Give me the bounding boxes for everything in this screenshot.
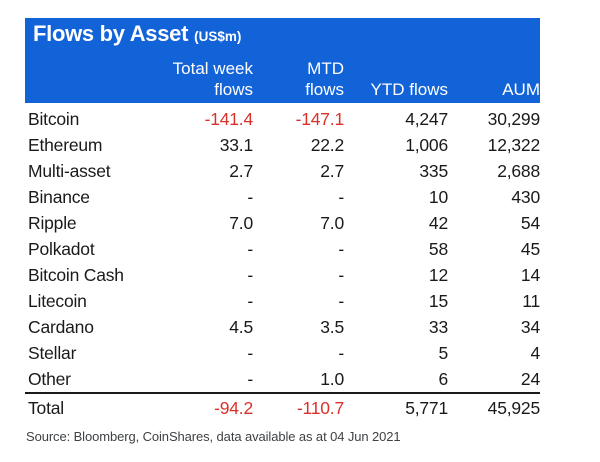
col-header-week-top: Total week [172, 59, 253, 78]
mtd-flows-cell: - [338, 238, 344, 259]
table-row-cardano: Cardano 4.5 3.5 33 34 [25, 314, 540, 340]
week-flows-cell: - [247, 290, 253, 311]
page-title: Flows by Asset [33, 21, 189, 46]
col-header-ytd-flows: YTD flows [370, 80, 448, 99]
table-row-litecoin: Litecoin - - 15 11 [25, 288, 540, 314]
ytd-flows-cell: 33 [428, 316, 448, 337]
week-flows-cell: 33.1 [219, 134, 253, 155]
week-flows-cell: - [247, 368, 253, 389]
table-row-bitcoin-cash: Bitcoin Cash - - 12 14 [25, 262, 540, 288]
week-flows-cell: 7.0 [229, 212, 253, 233]
title-unit-label: (US$m) [194, 29, 242, 44]
aum-cell: 11 [522, 290, 540, 311]
column-header-row-bottom: flows flows YTD flows AUM [25, 79, 540, 100]
aum-cell: 45,925 [487, 397, 541, 418]
aum-cell: 34 [520, 316, 540, 337]
col-header-asset-bottom [25, 79, 155, 100]
aum-cell: 14 [520, 264, 540, 285]
column-header-row-top: Total week MTD [25, 58, 540, 79]
week-flows-cell: 2.7 [229, 160, 253, 181]
aum-cell: 45 [520, 238, 540, 259]
week-flows-cell: -141.4 [204, 108, 254, 129]
aum-cell: 2,688 [497, 160, 540, 181]
asset-cell: Ethereum [28, 134, 103, 155]
ytd-flows-cell: 4,247 [405, 108, 448, 129]
source-attribution: Source: Bloomberg, CoinShares, data avai… [26, 429, 401, 444]
mtd-flows-cell: 2.7 [320, 160, 344, 181]
table-row-ripple: Ripple 7.0 7.0 42 54 [25, 210, 540, 236]
aum-cell: 430 [511, 186, 540, 207]
ytd-flows-cell: 5,771 [405, 397, 448, 418]
ytd-flows-cell: 10 [428, 186, 448, 207]
mtd-flows-cell: - [338, 290, 344, 311]
col-header-week-flows: flows [214, 80, 253, 99]
mtd-flows-cell: 3.5 [320, 316, 344, 337]
ytd-flows-cell: 42 [428, 212, 448, 233]
aum-cell: 4 [530, 342, 540, 363]
asset-cell: Bitcoin Cash [28, 264, 124, 285]
week-flows-cell: - [247, 264, 253, 285]
col-header-aum: AUM [502, 80, 540, 99]
mtd-flows-cell: 7.0 [320, 212, 344, 233]
table-row-bitcoin: Bitcoin -141.4 -147.1 4,247 30,299 [25, 106, 540, 132]
column-headers: Total week MTD flows flows YTD flows AUM [25, 58, 540, 100]
table-row-total: Total -94.2 -110.7 5,771 45,925 [25, 392, 540, 422]
asset-cell: Cardano [28, 316, 94, 337]
table-row-multi-asset: Multi-asset 2.7 2.7 335 2,688 [25, 158, 540, 184]
asset-cell: Stellar [28, 342, 77, 363]
week-flows-cell: - [247, 238, 253, 259]
col-header-mtd-flows: flows [305, 80, 344, 99]
table-header-block: Flows by Asset (US$m) Total week MTD flo… [25, 18, 540, 103]
ytd-flows-cell: 6 [438, 368, 448, 389]
week-flows-cell: - [247, 342, 253, 363]
ytd-flows-cell: 1,006 [405, 134, 448, 155]
table-row-binance: Binance - - 10 430 [25, 184, 540, 210]
aum-cell: 30,299 [487, 108, 541, 129]
asset-cell: Polkadot [28, 238, 95, 259]
week-flows-cell: - [247, 186, 253, 207]
week-flows-cell: 4.5 [229, 316, 253, 337]
week-flows-cell: -94.2 [214, 397, 253, 418]
asset-cell: Bitcoin [28, 108, 80, 129]
aum-cell: 12,322 [487, 134, 541, 155]
mtd-flows-cell: 1.0 [320, 368, 344, 389]
ytd-flows-cell: 15 [428, 290, 448, 311]
mtd-flows-cell: - [338, 264, 344, 285]
mtd-flows-cell: -110.7 [296, 397, 344, 418]
title-row: Flows by Asset (US$m) [33, 21, 241, 47]
mtd-flows-cell: - [338, 186, 344, 207]
ytd-flows-cell: 5 [438, 342, 448, 363]
ytd-flows-cell: 58 [428, 238, 448, 259]
table-row-polkadot: Polkadot - - 58 45 [25, 236, 540, 262]
asset-cell: Binance [28, 186, 90, 207]
col-header-mtd-top: MTD [307, 59, 344, 78]
col-header-asset [25, 58, 155, 79]
mtd-flows-cell: 22.2 [310, 134, 344, 155]
table-row-stellar: Stellar - - 5 4 [25, 340, 540, 366]
mtd-flows-cell: - [338, 342, 344, 363]
aum-cell: 54 [520, 212, 540, 233]
mtd-flows-cell: -147.1 [295, 108, 345, 129]
table-row-other: Other - 1.0 6 24 [25, 366, 540, 392]
asset-cell: Total [28, 397, 64, 418]
ytd-flows-cell: 12 [428, 264, 448, 285]
aum-cell: 24 [520, 368, 540, 389]
ytd-flows-cell: 335 [419, 160, 448, 181]
table-row-ethereum: Ethereum 33.1 22.2 1,006 12,322 [25, 132, 540, 158]
table-body: Bitcoin -141.4 -147.1 4,247 30,299 Ether… [25, 106, 540, 422]
asset-cell: Other [28, 368, 71, 389]
asset-cell: Multi-asset [28, 160, 111, 181]
asset-cell: Ripple [28, 212, 77, 233]
col-header-aum-top [448, 58, 540, 79]
asset-cell: Litecoin [28, 290, 87, 311]
col-header-ytd-top [344, 58, 448, 79]
